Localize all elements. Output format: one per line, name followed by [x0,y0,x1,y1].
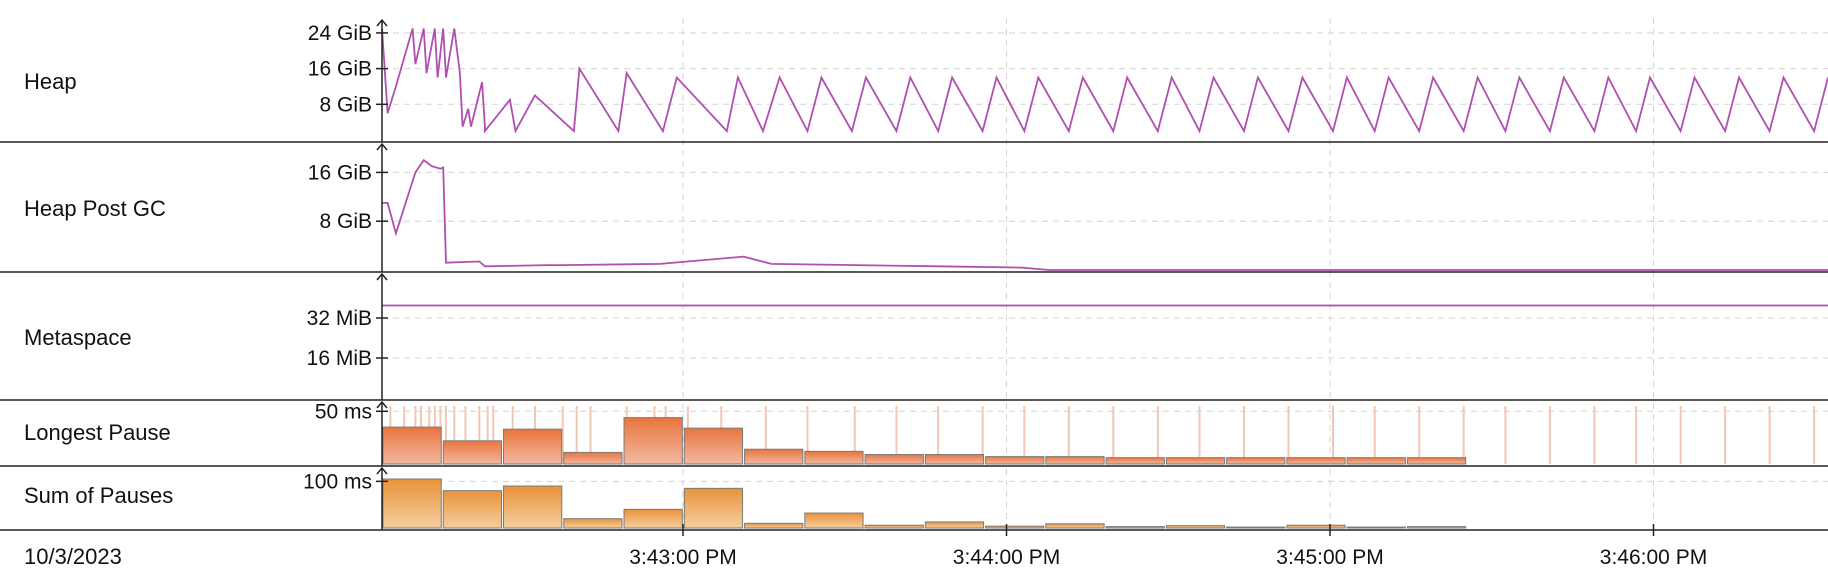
row-label-heap-post-gc: Heap Post GC [24,196,166,221]
y-tick-label: 100 ms [303,470,372,493]
bar [1226,526,1286,529]
bar [864,454,924,465]
y-tick-label: 16 MiB [307,347,372,370]
row-label-sum-of-pauses: Sum of Pauses [24,483,173,508]
bar [1045,456,1105,465]
row-label-metaspace: Metaspace [24,325,132,350]
bar [683,427,744,465]
bar [985,525,1045,529]
row-label-longest-pause: Longest Pause [24,420,171,445]
series-line [382,158,1828,271]
y-tick-label: 8 GiB [319,210,372,233]
bar [1346,526,1406,529]
time-axis: 3:43:00 PM 3:44:00 PM 3:45:00 PM 3:46:00 PM [629,524,1707,569]
bar [1165,525,1226,529]
y-tick-label: 16 GiB [308,161,372,184]
y-axis-arrow [376,272,388,281]
chart-rows: 24 GiB 16 GiB 8 GiB 16 GiB 8 GiB 32 MiB 16 MiB… [0,18,1828,531]
series-line [381,28,1828,134]
y-axis-arrow [376,466,388,475]
y-tick-label: 50 ms [315,400,372,423]
bar [382,426,442,465]
bar [985,456,1045,465]
bar [924,521,985,529]
bar [442,490,503,529]
y-tick-label: 16 GiB [308,58,372,81]
time-tick-label: 3:43:00 PM [629,546,736,569]
time-tick-label: 3:45:00 PM [1276,546,1383,569]
bar [442,440,503,465]
time-gridlines [682,18,1654,530]
y-axis-arrow [376,400,388,409]
row-label-heap: Heap [24,69,77,94]
bar [683,487,744,529]
row-sum-of-pauses: 100 ms [0,466,1828,531]
bar [503,428,563,465]
time-tick-label: 3:46:00 PM [1600,546,1707,569]
bar [744,522,804,529]
bar [563,518,623,529]
bar [1286,524,1346,529]
y-axis-arrow [376,18,388,27]
bar [924,454,985,465]
y-axis-arrow [376,142,388,151]
bar [1286,457,1346,465]
bar [503,485,563,529]
bar [563,451,623,465]
bar [1406,457,1467,465]
bar [1165,457,1226,465]
bar [804,512,864,529]
y-tick-label: 24 GiB [308,22,372,45]
bar [1406,526,1467,529]
bar [864,524,924,529]
row-metaspace: 32 MiB 16 MiB [0,272,1828,401]
bar [382,478,442,529]
y-tick-label: 32 MiB [307,307,372,330]
bar [1346,457,1406,465]
bar [1045,523,1105,529]
bar [623,508,683,529]
bar [1226,457,1286,465]
bar [744,448,804,465]
row-longest-pause: 50 ms [0,400,1828,467]
y-tick-label: 8 GiB [319,93,372,116]
bar [623,417,683,465]
bar [804,450,864,465]
bar [1105,526,1165,529]
time-tick-label: 3:44:00 PM [953,546,1060,569]
row-heap: 24 GiB 16 GiB 8 GiB [0,18,1828,143]
row-heap-post-gc: 16 GiB 8 GiB [0,142,1828,273]
bar [1105,457,1165,465]
date-label: 10/3/2023 [24,544,122,569]
